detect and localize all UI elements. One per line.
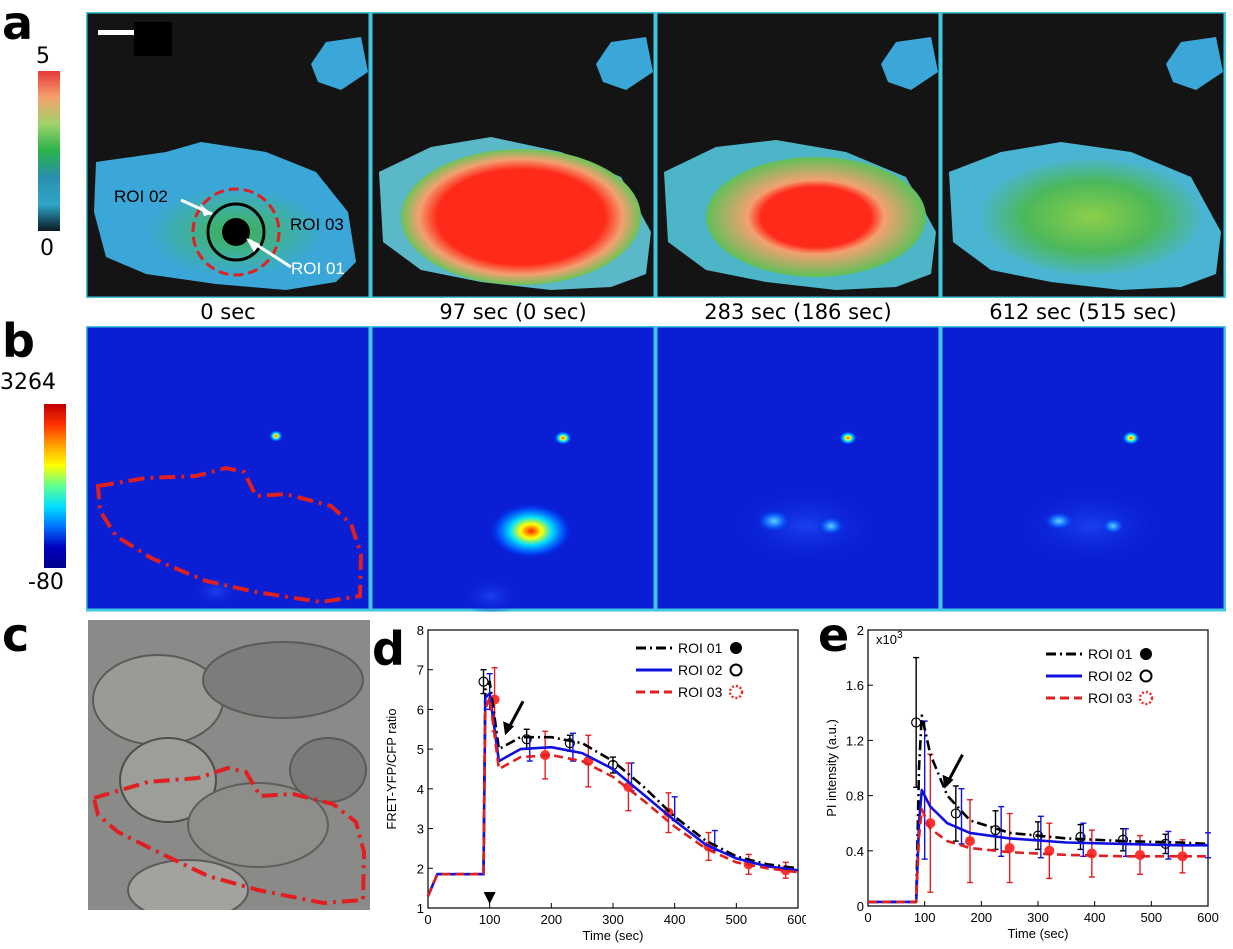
x-axis-label: Time (sec)	[1008, 926, 1069, 941]
image-a-97sec	[369, 12, 657, 298]
panel-letter-d: d	[372, 622, 405, 676]
annotation-arrow-head	[942, 774, 954, 789]
data-point-0-2	[564, 738, 575, 749]
x-tick-label-5: 500	[1140, 910, 1162, 925]
scale-bar	[98, 30, 138, 35]
colorbar-a-max: 5	[36, 44, 50, 69]
y-axis-label: FRET-YFP/CFP ratio	[386, 708, 399, 829]
y-tick-label-0: 1	[417, 901, 424, 916]
image-a-0sec: ROI 02 ROI 03 ROI 01	[86, 12, 372, 298]
x-tick-label-4: 400	[664, 912, 686, 927]
roi-01-label: ROI 01	[291, 259, 345, 278]
chart-d: 0 100 200 300 400 500 600 1 2 3 4 5 6 7 8 Time (sec) FRE…	[386, 623, 806, 943]
x-tick-label-0: 0	[424, 912, 431, 927]
annotation-arrow-shaft	[946, 753, 964, 784]
time-label-0: 0 sec	[200, 300, 256, 324]
chart-e: 0 100 200 300 400 500 600 0 0.4 0.8 1.2 1.6 2 Time (s…	[824, 623, 1219, 941]
series-line-roi-01	[868, 714, 1209, 904]
y-tick-label-1: 0.4	[846, 844, 864, 859]
annotation-arrow-head	[503, 721, 515, 736]
legend-label-0: ROI 01	[1088, 646, 1133, 662]
x-tick-label-3: 300	[1027, 910, 1049, 925]
data-point-0-0	[478, 676, 489, 687]
legend-label-0: ROI 01	[678, 640, 723, 656]
y-tick-label-2: 3	[417, 822, 424, 837]
legend-label-1: ROI 02	[678, 662, 723, 678]
annotation-arrow-shaft	[506, 700, 525, 730]
colorbar-b-min: -80	[28, 570, 64, 595]
panel-letter-b: b	[2, 314, 35, 368]
legend-marker-2	[728, 684, 744, 700]
roi-02-label: ROI 02	[114, 187, 168, 206]
x-tick-label-5: 500	[725, 912, 747, 927]
legend-marker-1	[1139, 669, 1153, 683]
legend-marker-0	[1140, 648, 1152, 660]
y-tick-label-4: 5	[417, 742, 424, 757]
colorbar-b	[44, 404, 66, 568]
x-tick-label-1: 100	[914, 910, 936, 925]
data-point-2-5	[1135, 849, 1145, 860]
legend-label-2: ROI 03	[1088, 690, 1133, 706]
panel-c-brightfield	[88, 620, 370, 910]
image-a-612sec	[939, 12, 1226, 298]
panel-letter-e: e	[818, 608, 850, 662]
annotation-triangle	[483, 892, 496, 905]
colorbar-a	[38, 71, 60, 231]
legend-marker-1	[729, 663, 743, 677]
x-tick-label-3: 300	[602, 912, 624, 927]
x-tick-label-0: 0	[864, 910, 871, 925]
legend-label-1: ROI 02	[1088, 668, 1133, 684]
y-tick-label-5: 2	[857, 623, 864, 638]
y-tick-label-3: 4	[417, 782, 424, 797]
y-tick-label-0: 0	[857, 899, 864, 914]
data-point-2-1	[965, 836, 975, 847]
image-b-0sec	[86, 326, 372, 612]
colorbar-a-min: 0	[40, 236, 54, 261]
x-tick-label-6: 600	[787, 912, 806, 927]
y-multiplier-exp: 3	[897, 630, 903, 641]
y-tick-label-1: 2	[417, 861, 424, 876]
image-b-612sec	[939, 326, 1226, 612]
y-tick-label-2: 0.8	[846, 789, 864, 804]
panel-letter-c: c	[2, 608, 30, 662]
time-label-3: 612 sec (515 sec)	[989, 300, 1177, 324]
y-axis-label: PI intensity (a.u.)	[824, 719, 839, 817]
image-b-97sec	[369, 326, 657, 612]
panel-letter-a: a	[2, 0, 34, 50]
series-line-roi-03	[868, 808, 1208, 904]
x-tick-label-4: 400	[1084, 910, 1106, 925]
image-a-283sec	[654, 12, 942, 298]
y-multiplier: x103	[876, 630, 903, 647]
legend-marker-2	[1138, 690, 1154, 706]
y-tick-label-6: 7	[417, 663, 424, 678]
series-line-roi-03	[426, 696, 799, 897]
data-point-0-4	[1075, 831, 1086, 843]
image-b-283sec	[654, 326, 942, 612]
x-tick-label-2: 200	[540, 912, 562, 927]
y-tick-label-5: 6	[417, 702, 424, 717]
x-tick-label-2: 200	[970, 910, 992, 925]
panel-a-images: ROI 02 ROI 03 ROI 01	[86, 12, 1226, 298]
y-tick-label-3: 1.2	[846, 733, 864, 748]
data-point-0-1	[950, 808, 961, 819]
legend-label-2: ROI 03	[678, 684, 723, 700]
time-label-2: 283 sec (186 sec)	[704, 300, 892, 324]
x-tick-label-1: 100	[479, 912, 501, 927]
legend-marker-0	[730, 642, 742, 654]
colorbar-b-max: 3264	[0, 370, 56, 395]
roi-03-label: ROI 03	[290, 215, 344, 234]
data-point-0-1	[521, 734, 532, 745]
y-tick-label-4: 1.6	[846, 678, 864, 693]
time-label-1: 97 sec (0 sec)	[439, 300, 587, 324]
x-axis-label: Time (sec)	[583, 928, 644, 943]
x-tick-label-6: 600	[1197, 910, 1219, 925]
y-tick-label-7: 8	[417, 623, 424, 638]
panel-b-images	[86, 326, 1226, 612]
